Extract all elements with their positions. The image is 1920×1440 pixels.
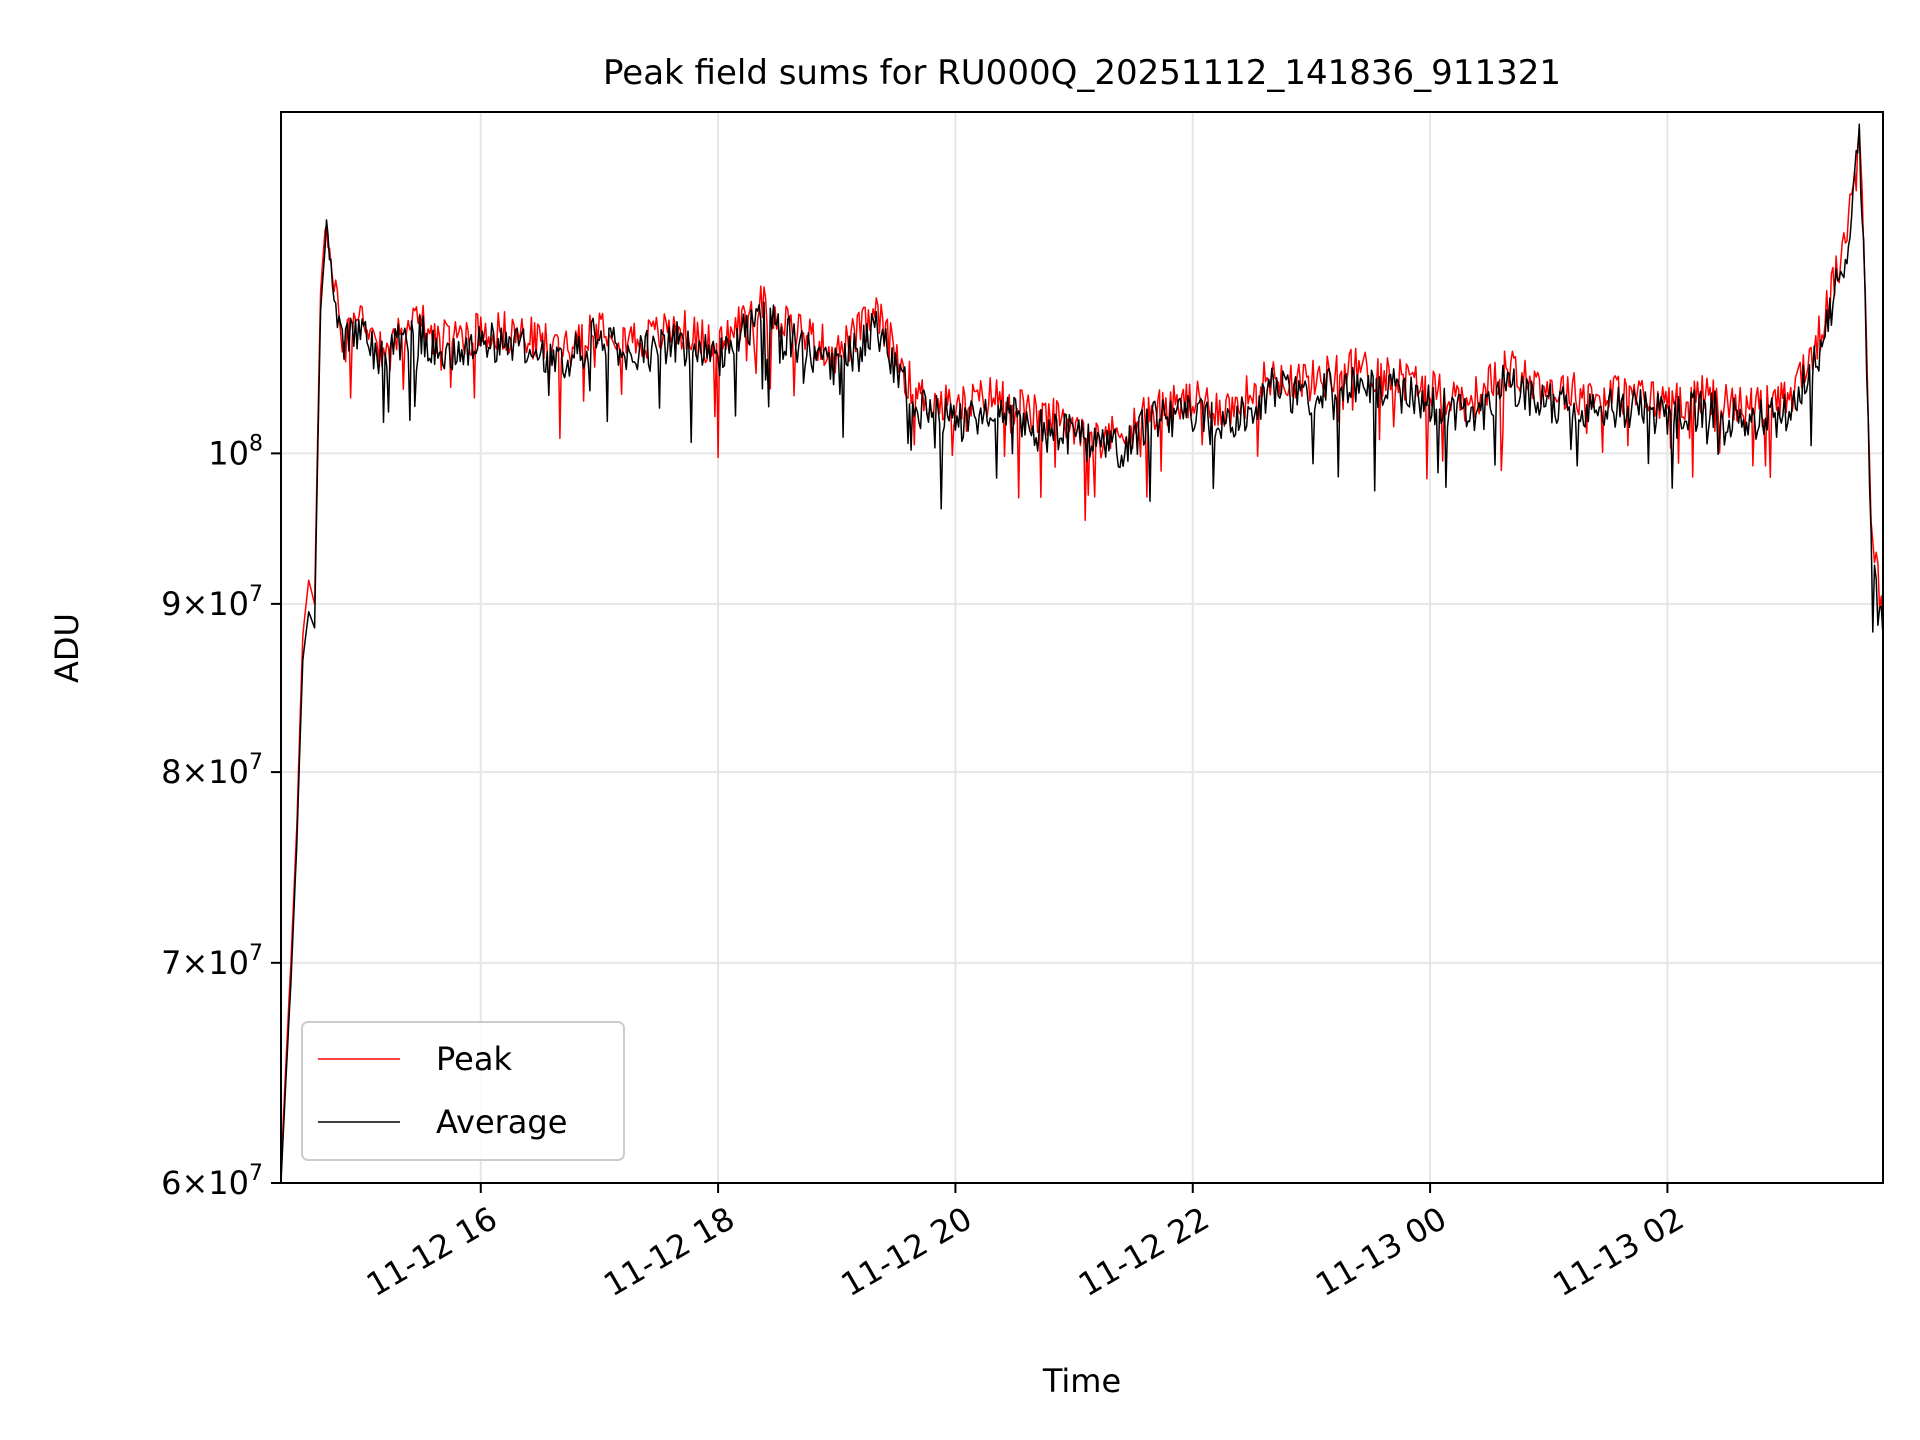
y-tick-label: 9×107 bbox=[161, 582, 263, 623]
grid bbox=[281, 112, 1883, 1184]
y-tick-label: 7×107 bbox=[161, 941, 263, 982]
chart-title: Peak field sums for RU000Q_20251112_1418… bbox=[603, 53, 1561, 93]
series-line-average bbox=[280, 123, 1884, 1184]
y-tick-label: 8×107 bbox=[161, 750, 263, 791]
y-axis-ticks: 6×107 7×107 8×107 9×107 108 bbox=[161, 431, 281, 1202]
x-axis-label: Time bbox=[1042, 1362, 1121, 1400]
legend-label-average: Average bbox=[436, 1103, 567, 1141]
y-tick-label: 108 bbox=[208, 431, 263, 472]
y-axis-label: ADU bbox=[48, 613, 86, 683]
series-lines bbox=[280, 123, 1884, 1184]
plot-frame bbox=[280, 111, 1884, 1184]
y-tick-label: 6×107 bbox=[161, 1161, 263, 1202]
legend: Peak Average bbox=[301, 1021, 625, 1161]
legend-box bbox=[301, 1021, 625, 1161]
legend-label-peak: Peak bbox=[436, 1040, 512, 1078]
